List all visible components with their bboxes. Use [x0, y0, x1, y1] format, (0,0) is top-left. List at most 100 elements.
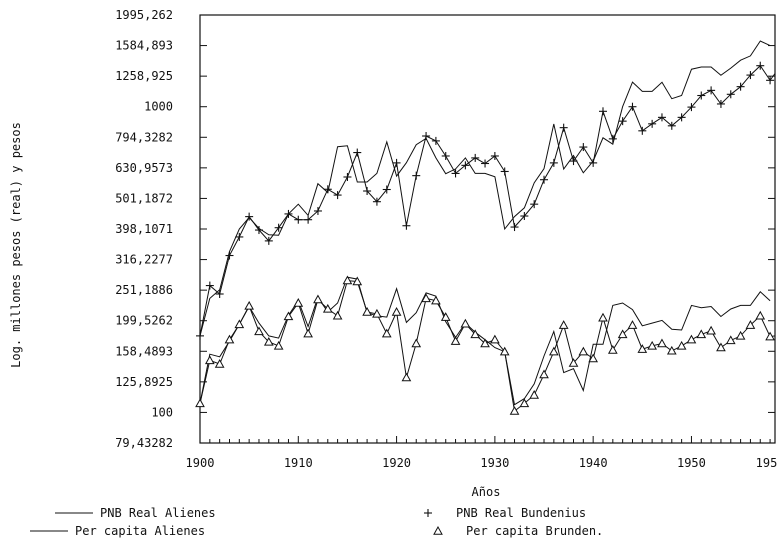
- x-axis-label: Años: [472, 485, 501, 499]
- triangle-marker: [696, 329, 707, 339]
- triangle-marker: [588, 353, 599, 363]
- triangle-marker: [433, 525, 443, 535]
- triangle-marker: [647, 340, 657, 350]
- y-tick-label: 79,43282: [115, 436, 173, 450]
- triangle-marker: [598, 312, 608, 322]
- legend-entry: PNB Real Alienes: [55, 506, 216, 520]
- legend-label: PNB Real Bundenius: [456, 506, 586, 520]
- triangle-marker: [332, 310, 343, 320]
- plot-frame: [199, 14, 776, 444]
- triangle-marker: [303, 328, 313, 338]
- y-tick-label: 1584,893: [115, 39, 173, 53]
- triangle-marker: [529, 390, 540, 399]
- legend-entry: Per capita Alienes: [30, 524, 205, 538]
- triangle-marker: [706, 325, 716, 335]
- triangle-marker: [244, 300, 254, 310]
- triangle-marker: [637, 344, 648, 353]
- triangle-marker: [313, 294, 323, 304]
- triangle-marker: [490, 334, 500, 344]
- y-tick-label: 251,1886: [115, 283, 173, 297]
- y-tick-label: 100: [151, 405, 173, 419]
- legend-label: PNB Real Alienes: [100, 506, 216, 520]
- triangle-marker: [421, 293, 431, 303]
- y-tick-label: 158,4893: [115, 344, 173, 358]
- x-tick-label: 1940: [579, 456, 608, 470]
- triangle-marker: [519, 398, 530, 408]
- triangle-marker: [342, 275, 353, 285]
- x-tick-label: 1930: [480, 456, 509, 470]
- y-tick-label: 794,3282: [115, 130, 173, 144]
- triangle-marker: [322, 303, 333, 313]
- y-tick-label: 1995,262: [115, 8, 173, 22]
- triangle-marker: [401, 372, 412, 382]
- y-tick-label: 199,5262: [115, 314, 173, 328]
- series-line: [199, 64, 776, 336]
- triangle-marker: [431, 295, 441, 305]
- triangle-marker: [755, 310, 766, 320]
- y-tick-label: 630,9573: [115, 161, 173, 175]
- y-tick-label: 316,2277: [115, 253, 173, 267]
- series-4: [195, 275, 776, 415]
- x-tick-label: 1958: [756, 456, 777, 470]
- triangle-marker: [765, 331, 775, 341]
- legend-label: Per capita Brunden.: [466, 524, 603, 538]
- triangle-marker: [480, 338, 490, 348]
- series-layer: [195, 40, 776, 415]
- triangle-marker: [627, 320, 638, 329]
- triangle-marker: [539, 369, 549, 379]
- legend-entry: Per capita Brunden.: [433, 524, 603, 538]
- triangle-marker: [195, 398, 205, 408]
- y-tick-label: 1258,925: [115, 69, 173, 83]
- triangle-marker: [263, 336, 274, 346]
- triangle-marker: [273, 340, 284, 350]
- x-tick-label: 1910: [284, 456, 313, 470]
- triangle-marker: [735, 330, 746, 340]
- triangle-marker: [224, 334, 235, 344]
- triangle-marker: [204, 355, 215, 365]
- triangle-marker: [568, 358, 579, 367]
- triangle-marker: [293, 297, 304, 307]
- y-tick-label: 398,1071: [115, 222, 173, 236]
- legend: PNB Real Alienes PNB Real Bundenius Per ca…: [30, 506, 603, 538]
- triangle-marker: [716, 342, 726, 352]
- triangle-marker: [509, 406, 520, 415]
- triangle-marker: [617, 329, 628, 339]
- series-1: [199, 40, 771, 337]
- axes: [199, 14, 776, 444]
- triangle-marker: [686, 334, 697, 344]
- triangle-marker: [657, 338, 667, 348]
- triangle-marker: [470, 329, 481, 339]
- series-line: [199, 40, 771, 337]
- triangle-marker: [411, 338, 422, 348]
- y-tick-label: 501,1872: [115, 191, 173, 205]
- triangle-marker: [725, 335, 736, 345]
- triangle-marker: [666, 345, 677, 355]
- triangle-marker: [372, 308, 382, 318]
- triangle-marker: [214, 358, 225, 368]
- triangle-marker: [381, 328, 392, 338]
- triangle-marker: [558, 320, 569, 329]
- triangle-marker: [440, 312, 451, 321]
- triangle-marker: [548, 346, 559, 356]
- triangle-marker: [254, 326, 264, 336]
- triangle-marker: [352, 276, 363, 286]
- y-ticks: 1995,262 1584,893 1258,925 1000 794,3282 630,…: [115, 8, 775, 450]
- triangle-marker: [391, 307, 402, 316]
- legend-entry: PNB Real Bundenius: [424, 506, 586, 520]
- x-ticks: 1900 1910 1920 1930 1940 1950 1958: [186, 436, 777, 470]
- triangle-marker: [676, 340, 687, 350]
- triangle-marker: [745, 320, 756, 329]
- series-2: [196, 61, 776, 340]
- x-tick-label: 1920: [382, 456, 411, 470]
- y-tick-label: 125,8925: [115, 375, 173, 389]
- triangle-marker: [499, 346, 510, 356]
- x-tick-label: 1950: [677, 456, 706, 470]
- x-tick-label: 1900: [186, 456, 215, 470]
- y-axis-label: Log. millones pesos (real) y pesos: [9, 122, 23, 368]
- triangle-marker: [283, 311, 294, 321]
- triangle-marker: [460, 318, 471, 328]
- triangle-marker: [362, 307, 372, 316]
- triangle-marker: [578, 346, 589, 356]
- legend-label: Per capita Alienes: [75, 524, 205, 538]
